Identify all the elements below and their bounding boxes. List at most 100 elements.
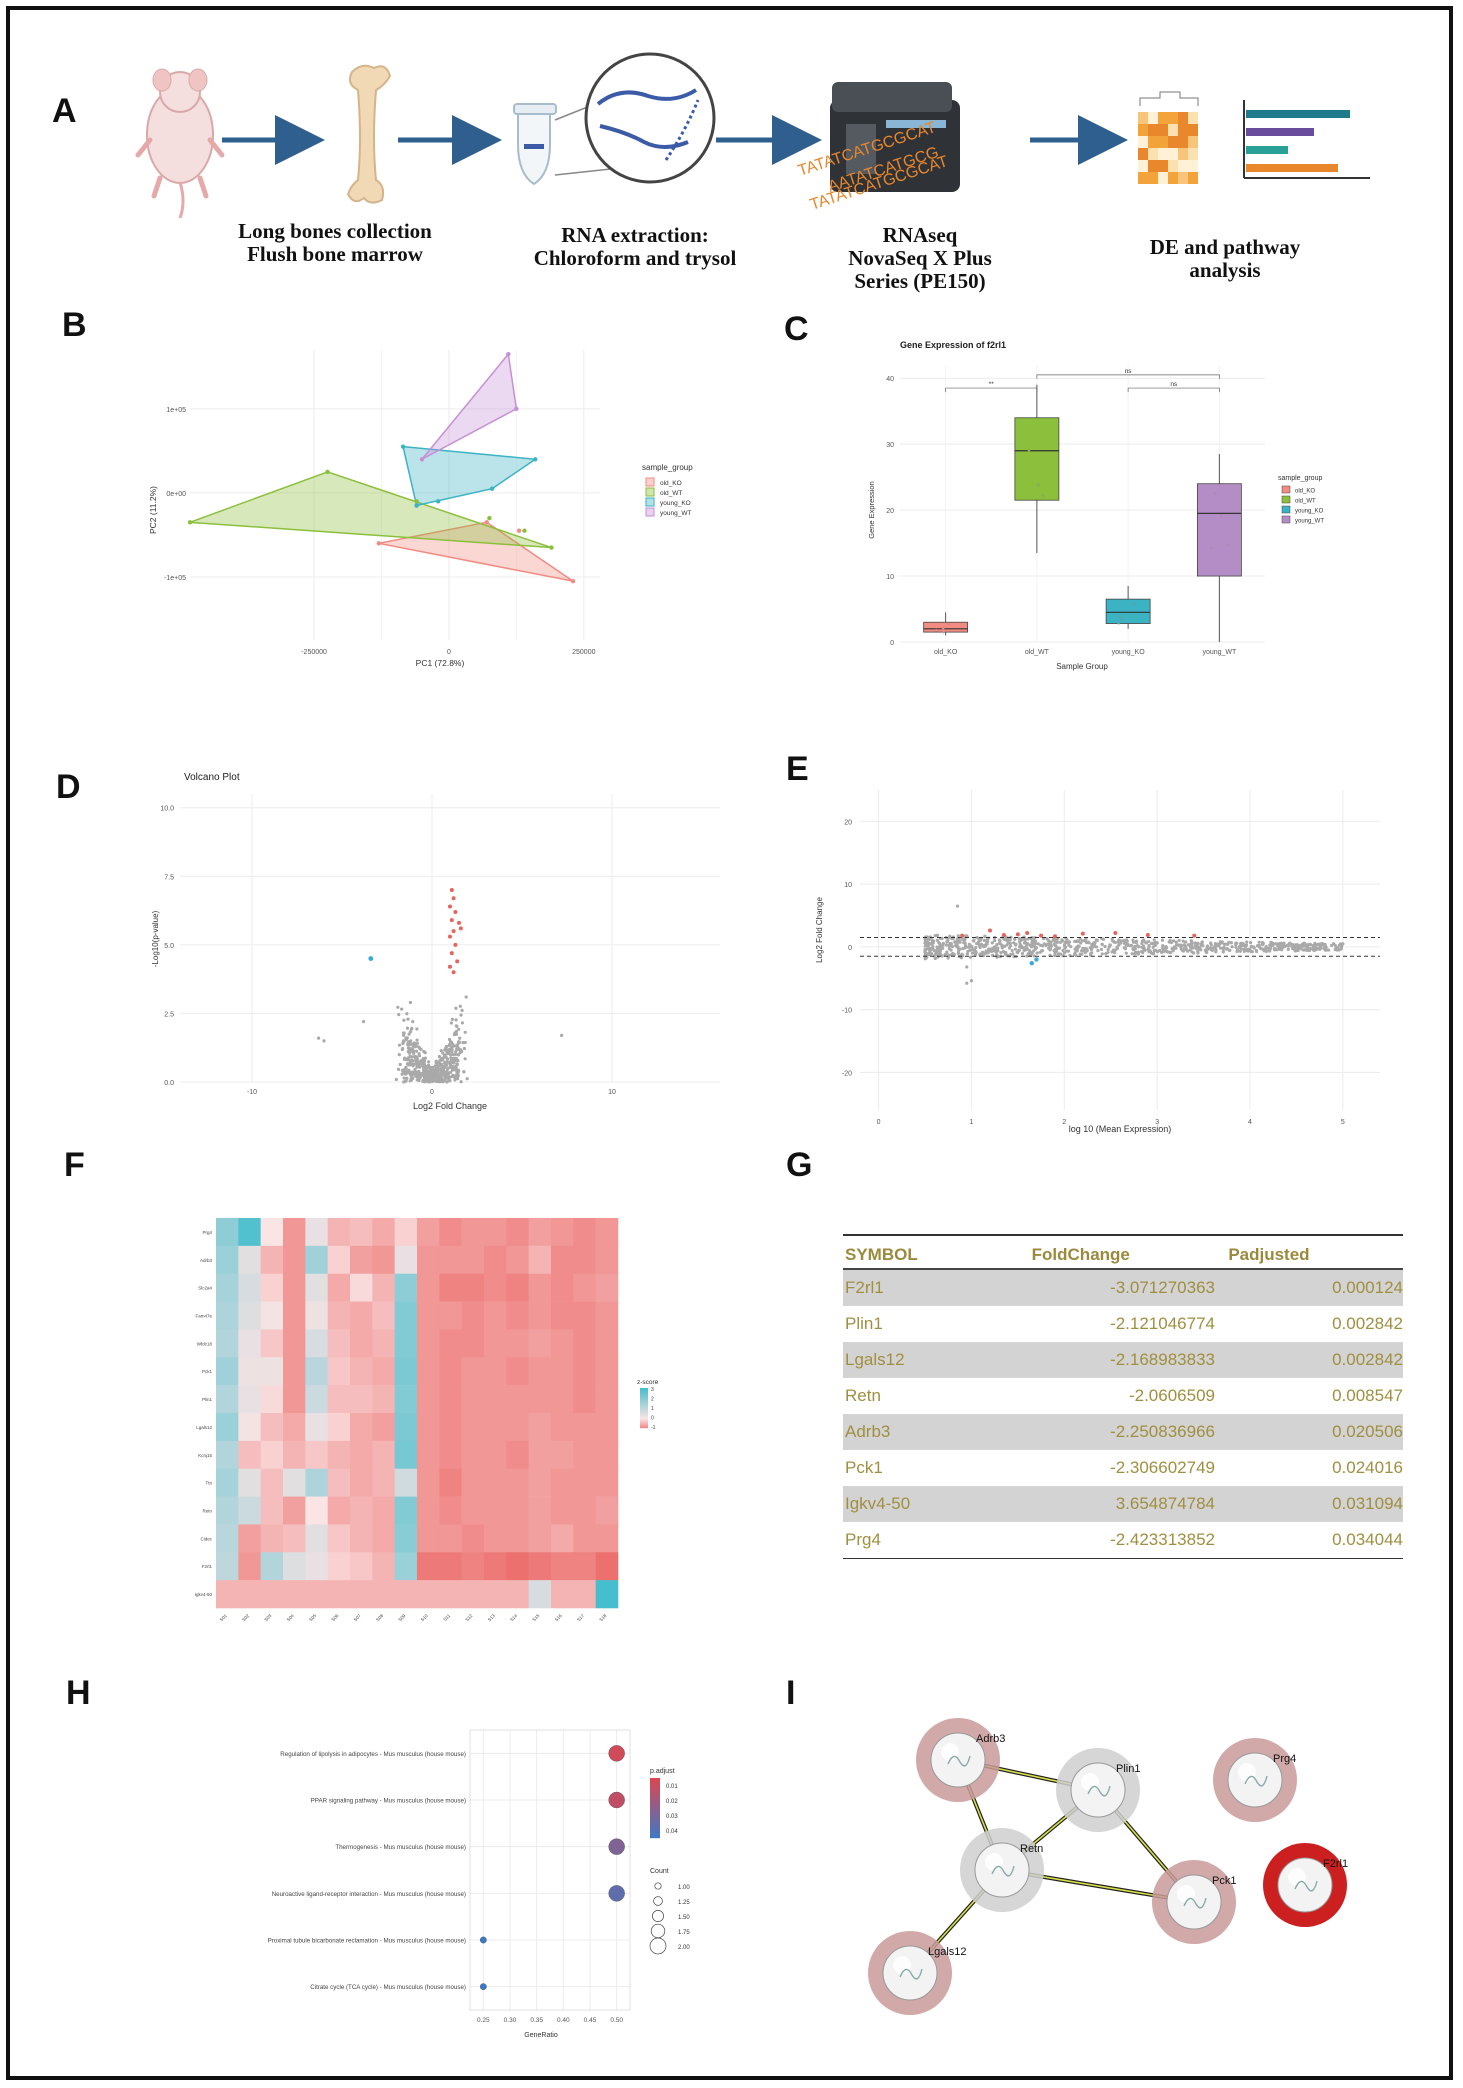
protein-structure-icon <box>1087 1785 1111 1797</box>
heatmap-cell <box>439 1385 462 1414</box>
nonsig-point <box>461 1041 465 1045</box>
nonsig-point <box>423 1067 428 1071</box>
figure-frame <box>6 6 1453 2080</box>
legend-gradient-step <box>650 1819 660 1821</box>
nonsig-point <box>415 1065 419 1069</box>
term-dot <box>608 1745 625 1762</box>
nonsig-point <box>1000 943 1004 947</box>
nonsig-point <box>408 1055 412 1059</box>
cell-symbol: Retn <box>845 1386 881 1405</box>
legend-tick-label: 0.01 <box>666 1784 678 1790</box>
legend-label: young_KO <box>1295 509 1324 515</box>
nonsig-point <box>1160 938 1165 942</box>
nonsig-point <box>989 949 994 953</box>
enrichment-gridlines <box>469 1729 631 2011</box>
heatmap-cell <box>238 1524 261 1553</box>
nonsig-point <box>933 956 937 961</box>
heatmap-icon-cell <box>1168 160 1178 172</box>
nonsig-point <box>426 1064 430 1068</box>
heatmap-cell <box>484 1552 507 1581</box>
nonsig-point <box>1230 945 1234 949</box>
enrichment-color-legend: 0.01 0.02 0.03 0.04 <box>650 1778 678 1839</box>
nonsig-point <box>946 954 950 958</box>
heatmap-cell <box>439 1524 462 1553</box>
nonsig-point <box>1238 949 1242 953</box>
nonsig-point <box>1113 940 1117 945</box>
table-row: Prg4 -2.423313852 0.034044 <box>843 1522 1403 1559</box>
x-tick-label: -250000 <box>301 649 327 656</box>
heatmap-cell <box>551 1273 574 1302</box>
x-tick-label: 0.30 <box>504 2017 517 2024</box>
heatmap-cell <box>260 1468 284 1497</box>
nonsig-point <box>1182 943 1186 947</box>
heatmap-cell <box>216 1496 239 1525</box>
legend-gradient-step <box>650 1799 660 1801</box>
heatmap-cell <box>350 1440 373 1470</box>
heatmap-cell <box>461 1273 485 1302</box>
jitter-point <box>935 628 938 632</box>
nonsig-point <box>1335 948 1339 952</box>
nonsig-point <box>423 1079 427 1083</box>
nonsig-point <box>422 1070 426 1074</box>
heatmap-cell <box>439 1496 462 1525</box>
heatmap-cell <box>238 1357 261 1386</box>
nonsig-point <box>1301 942 1305 946</box>
deg-table: SYMBOL FoldChange Padjusted F2rl1 -3.0712… <box>843 1234 1403 1559</box>
nonsig-point <box>1057 946 1062 950</box>
table-row: F2rl1 -3.071270363 0.000124 <box>843 1270 1403 1306</box>
cell-padjusted: 0.020506 <box>1332 1422 1403 1441</box>
heatmap-cell <box>528 1440 552 1470</box>
nonsig-point <box>965 934 969 938</box>
nonsig-point <box>417 1054 422 1058</box>
nonsig-point <box>1048 948 1052 952</box>
nonsig-point <box>441 1065 445 1069</box>
point-young_WT <box>506 352 511 357</box>
nonsig-point <box>462 1070 466 1074</box>
nonsig-point <box>1184 946 1188 950</box>
hull-old_WT <box>189 471 552 549</box>
heatmap-cell <box>417 1329 440 1358</box>
heatmap-cell <box>439 1218 462 1247</box>
pca-plot: -250000 0 250000 1e+05 0e+00 -1e+05 PC1 (72.8… <box>148 350 693 668</box>
nonsig-point <box>1082 949 1086 953</box>
nonsig-point <box>1338 942 1343 946</box>
term-label: Proximal tubule bicarbonate reclamation … <box>268 1938 466 1945</box>
nonsig-point <box>1306 946 1310 950</box>
nonsig-point <box>402 1080 406 1084</box>
enrichment-x-axis-label: GeneRatio <box>524 2032 558 2039</box>
point-old_WT <box>187 520 193 525</box>
heatmap-icon-cell <box>1178 172 1188 184</box>
nonsig-point <box>1279 945 1284 950</box>
node-label: Prg4 <box>1273 1753 1296 1765</box>
y-tick-label: 30 <box>886 442 894 449</box>
enrichment-ticks: 0.25 0.30 0.35 0.40 0.45 0.50 <box>477 2017 623 2024</box>
heatmap-cell <box>305 1552 328 1581</box>
heatmap-cell <box>573 1273 596 1302</box>
nonsig-point <box>397 1012 401 1017</box>
heatmap-cell <box>551 1329 574 1358</box>
point-old_WT <box>487 515 492 521</box>
heatmap-cell <box>260 1496 284 1525</box>
nonsig-point <box>1085 941 1089 945</box>
legend-gradient-step <box>650 1817 660 1819</box>
nonsig-point <box>421 1079 425 1083</box>
heatmap-cell <box>260 1273 284 1302</box>
heatmap-cell <box>327 1273 351 1302</box>
heatmap-cell <box>506 1552 529 1581</box>
ma-ticks: 0 1 2 3 4 5 20 10 0 -10 -20 <box>842 819 1345 1126</box>
heatmap-cell <box>327 1468 351 1497</box>
legend-gradient-step <box>650 1797 660 1799</box>
cell-padjusted: 0.024016 <box>1332 1458 1403 1477</box>
nonsig-point <box>448 1070 453 1074</box>
nonsig-point <box>1229 941 1234 945</box>
legend-gradient-step <box>640 1425 648 1427</box>
column-label: S13 <box>487 1613 497 1623</box>
nonsig-point <box>1036 942 1040 946</box>
heatmap-cell <box>595 1524 619 1553</box>
nonsig-point <box>439 1064 443 1068</box>
heatmap-cell <box>528 1385 552 1414</box>
heatmap-cell <box>461 1440 485 1470</box>
heatmap: Prg4 Adrb3 Slc2a4 Fam47e Wfdc18 Pck1 Plin1 Lgal… <box>195 1218 659 1623</box>
nonsig-point <box>1147 943 1151 948</box>
